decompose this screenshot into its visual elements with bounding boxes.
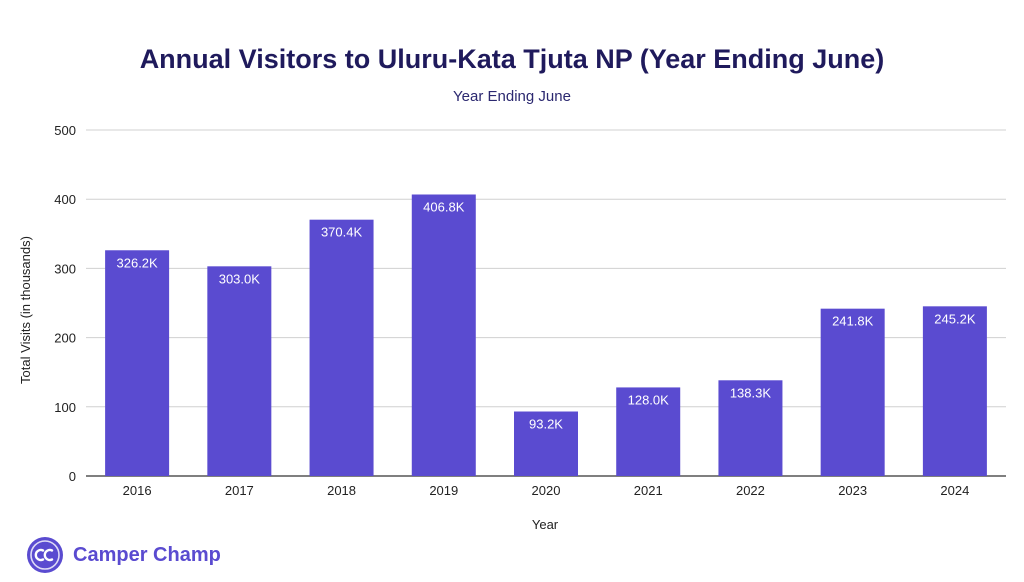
- bar: [718, 380, 783, 476]
- bar: [207, 266, 272, 476]
- y-tick-label: 500: [54, 123, 76, 138]
- x-tick-label: 2019: [429, 483, 458, 498]
- y-tick-labels: 0 100 200 300 400 500: [54, 123, 76, 484]
- data-label: 370.4K: [321, 225, 363, 240]
- camper-champ-logo-icon: [27, 537, 63, 573]
- x-tick-label: 2020: [532, 483, 561, 498]
- x-tick-label: 2017: [225, 483, 254, 498]
- y-tick-label: 100: [54, 400, 76, 415]
- x-axis-label: Year: [532, 517, 559, 532]
- data-label: 326.2K: [117, 255, 159, 270]
- brand-name: Camper Champ: [73, 543, 221, 566]
- y-tick-label: 200: [54, 331, 76, 346]
- x-tick-label: 2016: [123, 483, 152, 498]
- x-tick-label: 2023: [838, 483, 867, 498]
- x-tick-label: 2022: [736, 483, 765, 498]
- data-label: 138.3K: [730, 385, 772, 400]
- bar: [922, 306, 987, 476]
- data-label: 241.8K: [832, 314, 874, 329]
- x-tick-label: 2024: [940, 483, 969, 498]
- x-tick-label: 2018: [327, 483, 356, 498]
- x-tick-labels: 2016 2017 2018 2019 2020 2021 2022 2023 2024: [123, 483, 970, 498]
- bar: [820, 308, 885, 476]
- bar: [105, 250, 170, 476]
- chart-title: Annual Visitors to Uluru-Kata Tjuta NP (…: [139, 44, 885, 74]
- y-tick-label: 300: [54, 261, 76, 276]
- y-axis-label: Total Visits (in thousands): [18, 236, 33, 384]
- x-tick-label: 2021: [634, 483, 663, 498]
- y-tick-label: 0: [69, 469, 76, 484]
- bar: [616, 387, 681, 476]
- data-label: 128.0K: [628, 392, 670, 407]
- y-tick-label: 400: [54, 192, 76, 207]
- data-label: 303.0K: [219, 271, 261, 286]
- bar: [411, 194, 476, 477]
- brand[interactable]: Camper Champ: [27, 537, 221, 573]
- bars: 326.2K 303.0K 370.4K 406.8K 93.2K 128.0K 138.3…: [105, 194, 987, 477]
- data-label: 245.2K: [934, 311, 976, 326]
- data-label: 93.2K: [529, 417, 563, 432]
- chart-subtitle: Year Ending June: [453, 88, 571, 105]
- bar: [514, 411, 578, 476]
- bar: [309, 219, 374, 476]
- data-label: 406.8K: [423, 199, 465, 214]
